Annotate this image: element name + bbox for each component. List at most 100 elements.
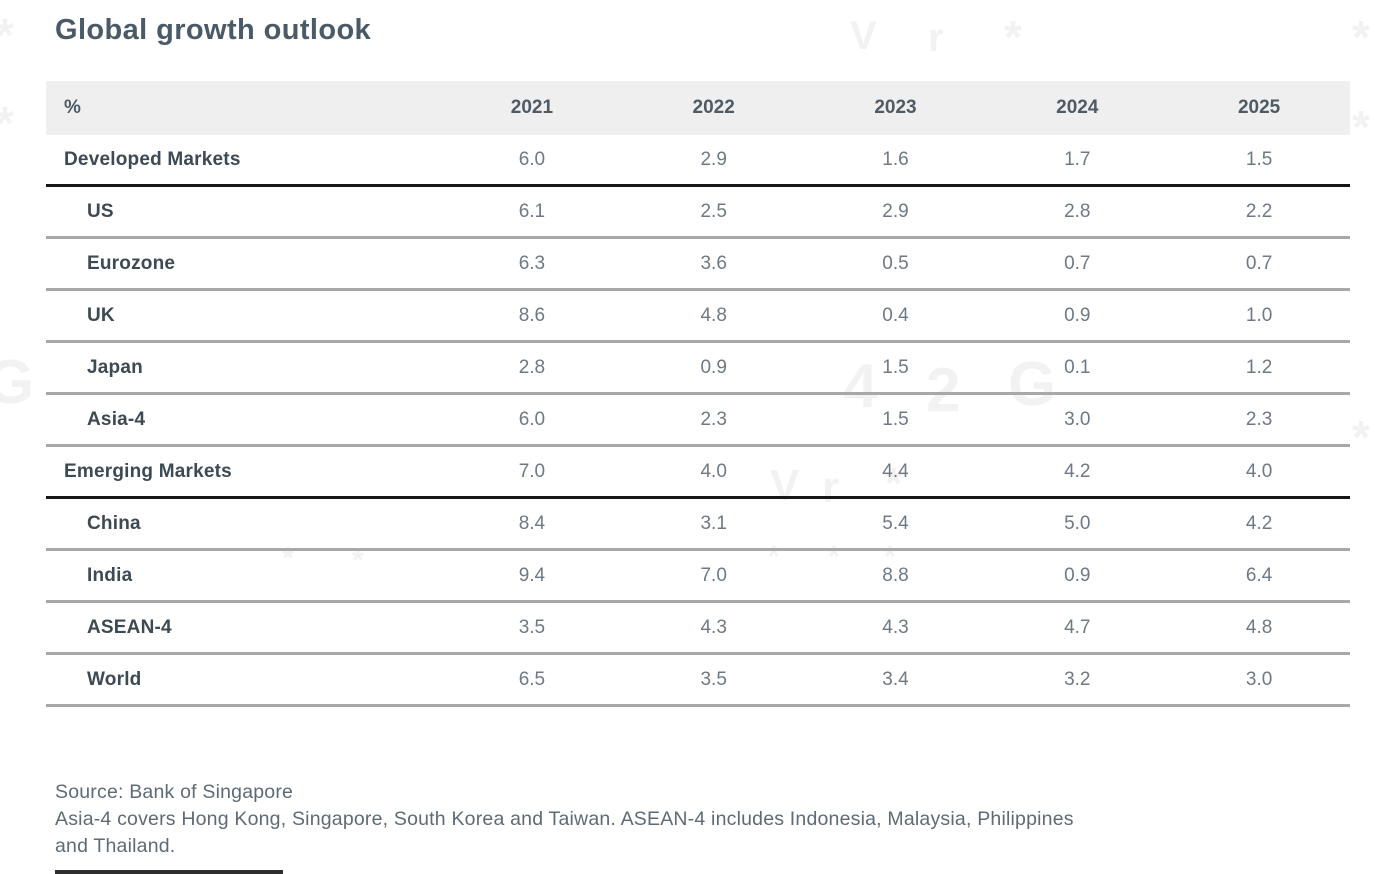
- cell-value: 4.4: [882, 460, 909, 482]
- bottom-edge-bar: [55, 870, 283, 874]
- cell-value: 1.5: [882, 356, 909, 378]
- watermark-glyph: *: [0, 100, 14, 146]
- cell-value: 0.7: [1064, 252, 1091, 274]
- watermark-glyph: *: [768, 540, 780, 573]
- watermark-glyph: V: [850, 14, 877, 58]
- cell-value: 0.9: [700, 356, 727, 378]
- cell-value: 0.9: [1064, 564, 1091, 586]
- cell-value: 3.0: [1064, 408, 1091, 430]
- row-label: Eurozone: [87, 252, 176, 274]
- watermark-glyph: *: [828, 540, 840, 573]
- watermark-glyph: *: [1352, 411, 1370, 463]
- cell-value: 4.8: [700, 304, 727, 326]
- cell-value: 1.7: [1064, 148, 1091, 170]
- cell-value: 4.8: [1245, 616, 1273, 638]
- cell-value: 3.2: [1064, 668, 1091, 690]
- growth-table: % 2021 2022 2023 2024 2025 Developed Markets 6…: [46, 81, 1350, 707]
- cell-value: 5.0: [1064, 512, 1091, 534]
- row-label: Emerging Markets: [64, 460, 232, 482]
- watermark-glyph: *: [352, 544, 364, 577]
- watermark-glyph: *: [0, 12, 14, 58]
- cell-value: 0.7: [1245, 252, 1273, 274]
- cell-value: 6.5: [518, 668, 546, 690]
- cell-value: 2.8: [518, 356, 546, 378]
- row-label: UK: [87, 304, 115, 326]
- definition-note: and Thailand.: [55, 835, 176, 857]
- cell-value: 6.1: [518, 200, 546, 222]
- cell-value: 1.5: [1245, 148, 1273, 170]
- row-label: Asia-4: [87, 408, 146, 430]
- cell-value: 2.2: [1245, 200, 1273, 222]
- cell-value: 6.3: [518, 252, 546, 274]
- table-row: US 6.1 2.5 2.9 2.8 2.2: [46, 187, 1350, 239]
- cell-value: 5.4: [882, 512, 909, 534]
- row-label: World: [87, 668, 142, 690]
- cell-value: 8.4: [518, 512, 546, 534]
- watermark-glyph: *: [1352, 101, 1370, 153]
- cell-value: 2.9: [882, 200, 909, 222]
- cell-value: 4.3: [700, 616, 727, 638]
- cell-value: 4.0: [1245, 460, 1273, 482]
- cell-value: 7.0: [700, 564, 727, 586]
- cell-value: 1.5: [882, 408, 909, 430]
- watermark-glyph: *: [1352, 11, 1370, 63]
- cell-value: 4.7: [1064, 616, 1091, 638]
- watermark-glyph: V: [770, 461, 800, 510]
- table-body: Developed Markets 6.0 2.9 1.6 1.7 1.5 US 6.1 2.5…: [46, 135, 1350, 707]
- cell-value: 1.2: [1245, 356, 1273, 378]
- cell-value: 2.3: [1245, 408, 1273, 430]
- watermark-glyph: r: [928, 16, 944, 60]
- row-label: ASEAN-4: [87, 616, 172, 638]
- watermark-glyph: G: [1008, 350, 1057, 419]
- definition-note: Asia-4 covers Hong Kong, Singapore, Sout…: [55, 808, 1074, 830]
- cell-value: 8.8: [882, 564, 909, 586]
- cell-value: 3.6: [700, 252, 727, 274]
- footnotes: Source: Bank of Singapore Asia-4 covers H…: [55, 779, 1345, 860]
- cell-value: 1.0: [1245, 304, 1273, 326]
- page-title: Global growth outlook: [55, 14, 372, 46]
- header-year: 2021: [510, 97, 554, 118]
- cell-value: 6.0: [518, 148, 546, 170]
- cell-value: 7.0: [518, 460, 546, 482]
- table-row-group: Developed Markets 6.0 2.9 1.6 1.7 1.5: [46, 135, 1350, 187]
- cell-value: 0.4: [882, 304, 909, 326]
- table-row: China 8.4 3.1 5.4 5.0 4.2: [46, 499, 1350, 551]
- cell-value: 2.9: [700, 148, 727, 170]
- cell-value: 4.0: [700, 460, 727, 482]
- header-year: 2022: [692, 97, 735, 118]
- header-unit-label: %: [64, 97, 82, 118]
- table-header-row: % 2021 2022 2023 2024 2025: [46, 81, 1350, 135]
- cell-value: 4.3: [882, 616, 909, 638]
- cell-value: 1.6: [882, 148, 909, 170]
- watermark-glyph: *: [282, 542, 294, 575]
- watermark-glyph: 4: [843, 352, 878, 421]
- cell-value: 0.9: [1064, 304, 1091, 326]
- cell-value: 6.4: [1245, 564, 1273, 586]
- cell-value: 4.2: [1245, 512, 1273, 534]
- row-label: India: [87, 564, 133, 586]
- cell-value: 0.5: [882, 252, 909, 274]
- source-note: Source: Bank of Singapore: [55, 781, 294, 803]
- table-row: World 6.5 3.5 3.4 3.2 3.0: [46, 655, 1350, 707]
- table-row: Japan 2.8 0.9 1.5 0.1 1.2: [46, 343, 1350, 395]
- header-year: 2023: [874, 97, 917, 118]
- table-row: Asia-4 6.0 2.3 1.5 3.0 2.3: [46, 395, 1350, 447]
- cell-value: 2.8: [1064, 200, 1091, 222]
- cell-value: 6.0: [518, 408, 546, 430]
- cell-value: 2.5: [700, 200, 727, 222]
- cell-value: 2.3: [700, 408, 727, 430]
- watermark-glyph: 2: [926, 356, 961, 425]
- header-year: 2025: [1237, 97, 1281, 118]
- row-label: US: [87, 200, 114, 222]
- cell-value: 3.4: [882, 668, 909, 690]
- watermark-glyph: *: [884, 540, 896, 573]
- cell-value: 3.1: [700, 512, 727, 534]
- watermark-glyph: *: [1004, 11, 1022, 63]
- cell-value: 3.0: [1245, 668, 1273, 690]
- cell-value: 0.1: [1064, 356, 1091, 378]
- watermark-glyph: G: [0, 348, 35, 417]
- cell-value: 9.4: [518, 564, 546, 586]
- table-row: UK 8.6 4.8 0.4 0.9 1.0: [46, 291, 1350, 343]
